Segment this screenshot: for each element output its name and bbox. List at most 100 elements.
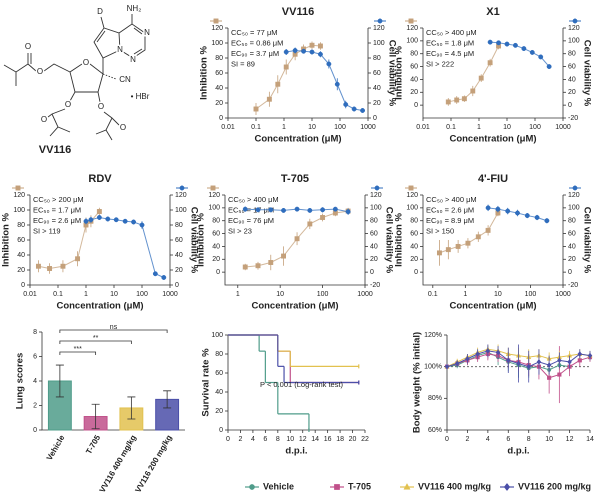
y-tick-label: 0 <box>33 427 37 434</box>
x-tick-label: 100 <box>317 291 329 298</box>
legend-marker <box>377 18 383 24</box>
data-point <box>307 207 313 213</box>
legend-label: VV116 200 mg/kg <box>518 481 591 491</box>
data-point <box>343 102 349 107</box>
y-tick-label: 100 <box>211 332 223 339</box>
y-tick-label: 0 <box>370 269 374 276</box>
y-tick-label: 80% <box>428 395 442 402</box>
x-tick-label: 1000 <box>162 291 178 298</box>
annotation: EC₅₀ = 0.86 μM <box>231 38 283 47</box>
data-point <box>292 48 298 53</box>
data-point <box>275 81 281 87</box>
data-point <box>557 372 562 377</box>
data-point <box>475 234 481 240</box>
comparison-label: ** <box>93 335 99 342</box>
y-tick-label: 0 <box>568 102 572 109</box>
chart-title: VV116 <box>282 6 314 18</box>
y-tick-label: 80 <box>410 218 418 225</box>
data-point <box>161 275 167 280</box>
data-point <box>524 213 530 219</box>
y-tick-label: 100 <box>13 207 25 214</box>
x-tick-label: 10 <box>545 436 553 443</box>
y-tick-label: 0 <box>414 269 418 276</box>
x-tick-label: 20 <box>349 436 357 443</box>
bond <box>95 91 120 141</box>
x-tick-label: 12 <box>566 436 574 443</box>
bond <box>93 27 121 59</box>
x-tick-label: 0 <box>226 436 230 443</box>
annotation: SI > 222 <box>426 59 454 68</box>
y-tick-label: 120 <box>208 192 220 199</box>
x-axis-label: Concentration (μM) <box>56 301 143 312</box>
y-tick-label: 100 <box>208 205 220 212</box>
data-point <box>495 206 501 212</box>
data-point <box>88 217 94 223</box>
annotation: SI = 89 <box>231 59 255 68</box>
y-tick-label: 80 <box>17 222 25 229</box>
y-tick-label: 120 <box>406 25 418 32</box>
error-bar <box>55 364 64 398</box>
y-tick-label: 0 <box>21 282 25 289</box>
data-point <box>557 357 562 364</box>
x-tick-label: 6 <box>506 436 510 443</box>
x-tick-label: 10 <box>308 124 316 131</box>
data-point <box>320 215 326 220</box>
x-axis-label: Concentration (μM) <box>251 301 338 312</box>
data-point <box>546 362 552 369</box>
x-tick-label: Vehicle <box>45 433 67 462</box>
x-tick-label: 10 <box>110 291 118 298</box>
axis-label: Inhibition % <box>394 46 405 100</box>
legend-marker <box>210 185 216 191</box>
data-point <box>242 264 248 270</box>
y-tick-label: 40 <box>410 243 418 250</box>
legend-marker <box>408 18 414 24</box>
annotation: EC₉₀ = 4.5 μM <box>426 49 474 58</box>
data-point <box>253 106 259 112</box>
data-point <box>505 357 511 364</box>
comparison-bracket <box>59 340 132 344</box>
data-point <box>152 271 158 277</box>
x-axis-label: Concentration (μM) <box>254 134 341 145</box>
x-tick-label: 100 <box>529 124 541 131</box>
y-tick-label: 80 <box>215 351 223 358</box>
x-tick-label: 0 <box>445 436 449 443</box>
x-tick-label: 0.1 <box>53 291 63 298</box>
y-tick-label: 100 <box>568 38 580 45</box>
x-tick-label: 2 <box>239 436 243 443</box>
x-tick-label: 10 <box>503 124 511 131</box>
y-tick-label: 80 <box>212 218 220 225</box>
y-tick-label: 60 <box>370 230 378 237</box>
y-tick-label: 120 <box>373 25 385 32</box>
bond <box>102 73 117 80</box>
y-tick-label: 40 <box>568 76 576 83</box>
y-tick-label: 120 <box>370 192 382 199</box>
data-point <box>547 375 552 380</box>
data-point <box>470 88 476 94</box>
axis-label: Inhibition % <box>394 213 405 267</box>
data-point <box>294 206 300 212</box>
data-point <box>521 46 527 52</box>
chart-title: X1 <box>486 6 499 18</box>
y-tick-label: 120 <box>568 192 580 199</box>
fit-curve <box>85 216 164 278</box>
data-point <box>515 210 520 216</box>
data-point <box>546 64 552 70</box>
y-tick-label: 0 <box>219 427 223 434</box>
x-axis-label: Concentration (μM) <box>449 301 536 312</box>
y-tick-label: 40 <box>568 243 576 250</box>
y-tick-label: 120 <box>211 25 223 32</box>
y-tick-label: 60 <box>410 63 418 70</box>
data-point <box>139 222 145 228</box>
atom-label: N <box>117 45 123 54</box>
chart-title: T-705 <box>281 173 309 185</box>
data-point <box>96 215 102 220</box>
axis-label: Survival rate % <box>201 348 212 417</box>
data-point <box>283 49 289 55</box>
x-axis-label: d.p.i. <box>507 446 529 457</box>
annotation: SI > 150 <box>426 226 454 235</box>
legend-marker <box>334 484 340 490</box>
atom-label: O <box>25 42 31 51</box>
y-tick-label: 60 <box>212 230 220 237</box>
annotation: EC₉₀ = 76 μM <box>228 216 274 225</box>
